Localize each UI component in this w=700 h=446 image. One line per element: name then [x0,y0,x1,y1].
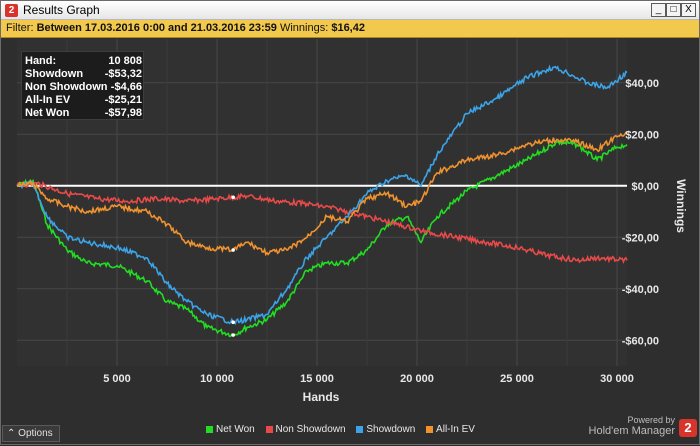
x-axis-ticks: 5 000 10 000 15 000 20 000 25 000 30 000 [103,373,634,385]
winnings-value: $16,42 [331,22,365,34]
stat-label: All-In EV [25,94,71,106]
filter-text: Between 17.03.2016 0:00 and 21.03.2016 2… [36,22,277,34]
stats-box: Hand: 10 808 Showdown -$53,32 Non Showdo… [21,51,144,120]
stat-row-all-in-ev: All-In EV -$25,21 [25,94,142,107]
stat-value: -$4,66 [110,81,142,93]
stat-label: Net Won [25,107,70,119]
legend-item-net-won[interactable]: Net Won [206,424,255,435]
maximize-button[interactable]: □ [666,3,681,17]
filter-bar: Filter: Between 17.03.2016 0:00 and 21.0… [1,20,699,38]
x-tick-label: 30 000 [600,373,634,385]
legend-swatch [206,425,213,433]
x-tick-label: 5 000 [103,373,131,385]
brand-logo-icon: 2 [679,419,697,437]
x-tick-label: 25 000 [500,373,534,385]
legend-label: Showdown [366,424,416,435]
hand-marker [231,320,235,324]
stat-value: -$57,98 [104,107,142,119]
brand-powered-by: Powered by [627,415,675,425]
y-tick-label: $0,00 [631,181,659,193]
series-line-net-won [16,138,628,338]
filter-prefix: Filter: [6,22,34,34]
stat-value: -$25,21 [104,94,142,106]
y-tick-label: $20,00 [625,129,659,141]
brand-name: Hold'em Manager [588,425,675,437]
x-tick-label: 15 000 [300,373,334,385]
hand-marker [231,248,235,252]
legend-label: Non Showdown [275,424,346,435]
hand-marker [231,333,235,337]
winnings-label: Winnings: [279,22,329,34]
legend-swatch [426,425,434,433]
stat-row-non-showdown: Non Showdown -$4,66 [25,81,142,94]
stat-label: Non Showdown [25,81,108,93]
chevron-up-icon: ⌃ [7,428,16,439]
legend-swatch [265,425,273,433]
chart-legend: Net Won Non Showdown Showdown All-In EV [206,424,483,440]
y-tick-label: -$40,00 [622,284,659,296]
x-axis-label: Hands [303,390,340,404]
series-line-showdown [16,64,628,326]
y-axis-label: Winnings [674,179,688,233]
series-lines [16,64,628,338]
series-line-non-showdown [16,180,628,264]
legend-item-showdown[interactable]: Showdown [356,424,415,435]
y-axis-ticks: $40,00 $20,00 $0,00 -$20,00 -$40,00 -$60,00 [622,78,659,347]
x-tick-label: 20 000 [400,373,434,385]
hand-marker [231,195,235,200]
close-button[interactable]: X [681,3,696,17]
brand-block: Powered by Hold'em Manager [579,415,675,441]
legend-swatch [356,425,364,433]
stat-value: -$53,32 [104,68,142,80]
legend-label: Net Won [216,424,255,435]
options-button[interactable]: ⌃ Options [2,425,60,442]
stat-row-showdown: Showdown -$53,32 [25,68,142,81]
legend-item-non-showdown[interactable]: Non Showdown [265,424,346,435]
app-icon: 2 [5,4,18,17]
legend-label: All-In EV [436,424,475,435]
y-tick-label: -$60,00 [622,335,659,347]
stat-label: Hand: [25,55,57,67]
series-line-all-in-ev [16,131,628,257]
legend-item-all-in-ev[interactable]: All-In EV [426,424,475,435]
stat-row-hand: Hand: 10 808 [25,55,142,68]
minimize-button[interactable]: _ [651,3,666,17]
hand-markers [231,195,235,337]
stat-value: 10 808 [108,55,142,67]
window-title: Results Graph [23,3,100,17]
stat-row-net-won: Net Won -$57,98 [25,107,142,120]
options-label: Options [18,428,53,439]
y-tick-label: -$20,00 [622,232,659,244]
stat-label: Showdown [25,68,84,80]
title-bar: 2 Results Graph _ □ X [1,1,699,20]
x-tick-label: 10 000 [200,373,234,385]
y-tick-label: $40,00 [625,78,659,90]
